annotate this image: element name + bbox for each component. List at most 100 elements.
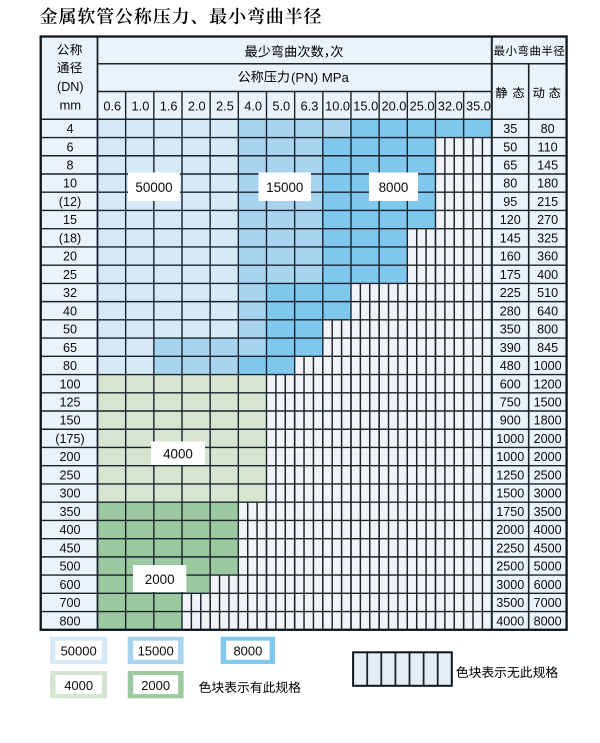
svg-text:2.5: 2.5 xyxy=(216,98,234,113)
svg-text:150: 150 xyxy=(59,414,80,428)
svg-text:2500: 2500 xyxy=(534,468,562,482)
svg-text:225: 225 xyxy=(500,286,521,300)
svg-text:(DN): (DN) xyxy=(57,80,84,94)
svg-text:350: 350 xyxy=(500,323,521,337)
svg-text:8000: 8000 xyxy=(534,614,562,628)
svg-text:50000: 50000 xyxy=(61,644,97,659)
svg-text:500: 500 xyxy=(59,560,80,574)
svg-text:2000: 2000 xyxy=(145,572,175,587)
svg-text:(12): (12) xyxy=(59,195,81,209)
svg-text:4: 4 xyxy=(66,122,73,136)
svg-text:1200: 1200 xyxy=(534,377,562,391)
svg-text:1800: 1800 xyxy=(534,414,562,428)
svg-text:1000: 1000 xyxy=(496,432,524,446)
svg-text:4000: 4000 xyxy=(64,678,93,693)
svg-text:65: 65 xyxy=(503,158,517,172)
svg-text:2000: 2000 xyxy=(496,523,524,537)
svg-text:50: 50 xyxy=(503,140,517,154)
svg-text:300: 300 xyxy=(59,487,80,501)
svg-text:3500: 3500 xyxy=(534,505,562,519)
svg-text:200: 200 xyxy=(59,450,80,464)
svg-text:750: 750 xyxy=(500,396,521,410)
svg-text:845: 845 xyxy=(537,341,558,355)
svg-text:25: 25 xyxy=(63,268,77,282)
svg-text:65: 65 xyxy=(63,341,77,355)
svg-text:(175): (175) xyxy=(55,432,84,446)
svg-text:32: 32 xyxy=(63,286,77,300)
svg-text:510: 510 xyxy=(537,286,558,300)
svg-text:250: 250 xyxy=(59,468,80,482)
svg-text:35: 35 xyxy=(503,122,517,136)
svg-text:20: 20 xyxy=(63,250,77,264)
svg-text:10: 10 xyxy=(63,177,77,191)
svg-text:2000: 2000 xyxy=(534,450,562,464)
svg-text:2250: 2250 xyxy=(496,541,524,555)
svg-text:700: 700 xyxy=(59,596,80,610)
svg-text:(PN) MPa: (PN) MPa xyxy=(291,70,350,85)
svg-text:4000: 4000 xyxy=(496,614,524,628)
svg-text:25.0: 25.0 xyxy=(410,98,435,113)
svg-text:1.0: 1.0 xyxy=(132,98,150,113)
svg-text:3500: 3500 xyxy=(496,596,524,610)
svg-text:480: 480 xyxy=(500,359,521,373)
svg-text:3000: 3000 xyxy=(534,487,562,501)
svg-text:800: 800 xyxy=(59,614,80,628)
svg-text:390: 390 xyxy=(500,341,521,355)
svg-text:325: 325 xyxy=(537,231,558,245)
svg-text:900: 900 xyxy=(500,414,521,428)
svg-text:400: 400 xyxy=(59,523,80,537)
svg-text:20.0: 20.0 xyxy=(381,98,406,113)
svg-text:1500: 1500 xyxy=(496,487,524,501)
svg-text:600: 600 xyxy=(59,578,80,592)
svg-text:125: 125 xyxy=(59,396,80,410)
svg-text:35.0: 35.0 xyxy=(466,98,491,113)
svg-text:3000: 3000 xyxy=(496,578,524,592)
svg-text:5.0: 5.0 xyxy=(272,98,290,113)
svg-text:270: 270 xyxy=(537,213,558,227)
svg-text:(18): (18) xyxy=(59,231,81,245)
svg-text:8000: 8000 xyxy=(233,644,262,659)
svg-text:2500: 2500 xyxy=(496,560,524,574)
svg-text:280: 280 xyxy=(500,304,521,318)
svg-text:4000: 4000 xyxy=(534,523,562,537)
svg-text:80: 80 xyxy=(541,122,555,136)
svg-text:145: 145 xyxy=(500,231,521,245)
svg-text:2.0: 2.0 xyxy=(188,98,206,113)
svg-text:1000: 1000 xyxy=(496,450,524,464)
svg-text:8: 8 xyxy=(66,158,73,172)
svg-text:6000: 6000 xyxy=(534,578,562,592)
svg-text:1750: 1750 xyxy=(496,505,524,519)
svg-text:1.6: 1.6 xyxy=(160,98,178,113)
svg-text:32.0: 32.0 xyxy=(438,98,463,113)
svg-text:175: 175 xyxy=(500,268,521,282)
svg-text:8000: 8000 xyxy=(379,180,409,195)
svg-text:215: 215 xyxy=(537,195,558,209)
svg-text:5000: 5000 xyxy=(534,560,562,574)
svg-text:0.6: 0.6 xyxy=(103,98,121,113)
svg-text:1500: 1500 xyxy=(534,396,562,410)
svg-text:95: 95 xyxy=(503,195,517,209)
svg-text:1000: 1000 xyxy=(534,359,562,373)
svg-text:100: 100 xyxy=(59,377,80,391)
svg-text:450: 450 xyxy=(59,541,80,555)
svg-text:2000: 2000 xyxy=(534,432,562,446)
svg-text:15: 15 xyxy=(63,213,77,227)
svg-text:80: 80 xyxy=(503,177,517,191)
svg-text:120: 120 xyxy=(500,213,521,227)
svg-text:15000: 15000 xyxy=(138,644,174,659)
svg-text:350: 350 xyxy=(59,505,80,519)
svg-text:6.3: 6.3 xyxy=(301,98,319,113)
svg-text:145: 145 xyxy=(537,158,558,172)
svg-text:160: 160 xyxy=(500,250,521,264)
svg-text:7000: 7000 xyxy=(534,596,562,610)
svg-text:180: 180 xyxy=(537,177,558,191)
svg-text:6: 6 xyxy=(66,140,73,154)
svg-text:10.0: 10.0 xyxy=(325,98,350,113)
svg-text:15.0: 15.0 xyxy=(353,98,378,113)
svg-text:4000: 4000 xyxy=(163,447,193,462)
svg-text:1250: 1250 xyxy=(496,468,524,482)
svg-text:15000: 15000 xyxy=(266,180,303,195)
svg-text:360: 360 xyxy=(537,250,558,264)
svg-text:50: 50 xyxy=(63,323,77,337)
svg-text:mm: mm xyxy=(59,98,81,113)
